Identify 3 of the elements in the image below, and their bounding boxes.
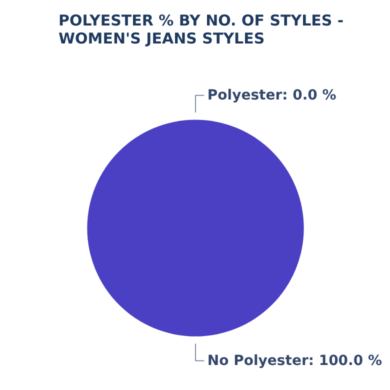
chart-title: POLYESTER % BY NO. OF STYLES - WOMEN'S JEANS STYLES: [58, 12, 344, 48]
slice-label: No Polyester: 100.0 %: [207, 352, 382, 369]
legend-label: Polyester: 0.0 %: [207, 87, 336, 104]
